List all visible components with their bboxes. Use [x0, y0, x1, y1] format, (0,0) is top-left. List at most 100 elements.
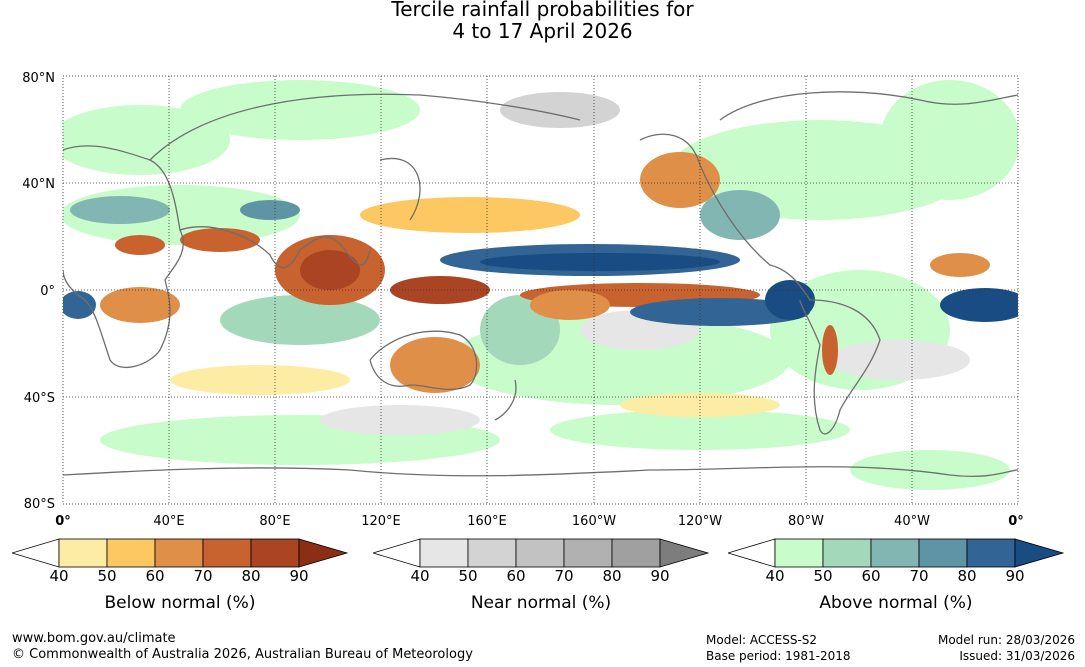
colorbar-label: 40 [410, 567, 430, 585]
field-patch [940, 288, 1018, 322]
footer-base-period: Base period: 1981-2018 [706, 649, 851, 663]
map-gridlines [63, 76, 1018, 504]
lon-tick: 160°W [572, 514, 616, 529]
colorbar-segment [154, 538, 204, 568]
legend-caption: Above normal (%) [819, 593, 973, 613]
field-patch [63, 105, 230, 175]
colorbar-label: 80 [957, 567, 977, 585]
field-patch [765, 280, 815, 320]
colorbar-left-arrow [10, 538, 60, 568]
colorbar-label: 50 [458, 567, 478, 585]
colorbar-label: 80 [241, 567, 261, 585]
colorbar-left-arrow [726, 538, 776, 568]
field-patch [530, 290, 610, 320]
colorbar-label: 90 [1005, 567, 1025, 585]
colorbar-segment [202, 538, 252, 568]
field-patch [63, 291, 96, 319]
field-patch [100, 287, 180, 323]
lat-tick: 80°S [24, 497, 55, 512]
chart-title-line2: 4 to 17 April 2026 [452, 19, 633, 43]
lat-tick: 40°N [22, 177, 55, 192]
field-patch [830, 340, 970, 380]
lon-tick: 40°E [153, 514, 184, 529]
field-patch [360, 197, 580, 233]
colorbar-above-normal [726, 538, 1065, 568]
lon-tick: 120°W [678, 514, 722, 529]
colorbar-segment [611, 538, 661, 568]
field-patch [390, 276, 490, 304]
field-patch [700, 190, 780, 240]
field-patch [630, 298, 810, 326]
lon-tick: 160°E [467, 514, 507, 529]
colorbar-segment [774, 538, 824, 568]
colorbar-label: 80 [602, 567, 622, 585]
colorbar-label: 60 [861, 567, 881, 585]
field-patch [240, 200, 300, 220]
colorbar-below-normal [10, 538, 349, 568]
field-patch [220, 295, 380, 345]
colorbar-right-arrow [298, 538, 349, 568]
lon-tick: 40°W [894, 514, 930, 529]
field-patch [180, 228, 260, 252]
field-patch [880, 80, 1018, 200]
field-patch [640, 152, 720, 208]
colorbar-right-arrow [659, 538, 710, 568]
coastlines [63, 91, 1018, 478]
legend-caption: Near normal (%) [470, 593, 612, 613]
footer-url: www.bom.gov.au/climate [12, 631, 176, 646]
field-patch [300, 250, 360, 290]
lon-tick: 120°E [361, 514, 401, 529]
chart-title-line1: Tercile rainfall probabilities for [391, 0, 694, 21]
lat-tick: 0° [40, 284, 55, 299]
colorbar-label: 40 [765, 567, 785, 585]
colorbar-segment [419, 538, 469, 568]
legend-above-normal: 40 50 60 70 80 90 Above normal (%) [726, 538, 1065, 613]
footer-model: Model: ACCESS-S2 [706, 633, 818, 647]
colorbar-label: 90 [289, 567, 309, 585]
colorbar-label: 90 [650, 567, 670, 585]
field-patch [930, 253, 990, 277]
field-patch [390, 337, 480, 393]
lon-tick: 80°E [259, 514, 290, 529]
colorbar-segment [822, 538, 872, 568]
lat-tick: 40°S [24, 391, 55, 406]
lon-tick: 0° [55, 514, 71, 529]
legend-caption: Below normal (%) [104, 593, 256, 613]
field-patch [620, 393, 780, 417]
field-patch [320, 405, 480, 435]
field-patch [180, 80, 420, 140]
colorbar-segment [58, 538, 108, 568]
colorbar-label: 60 [145, 567, 165, 585]
legend-near-normal: 40 50 60 70 80 90 Near normal (%) [371, 538, 710, 613]
footer-issued: Issued: 31/03/2026 [959, 649, 1075, 663]
colorbar-segment [563, 538, 613, 568]
field-patch [822, 325, 838, 375]
colorbar-segment [250, 538, 300, 568]
field-patch [480, 253, 720, 271]
colorbar-segment [515, 538, 565, 568]
field-patch [500, 92, 620, 128]
colorbar-label: 50 [813, 567, 833, 585]
colorbar-segment [966, 538, 1016, 568]
legend-below-normal: 40 50 60 70 80 90 Below normal (%) [10, 538, 349, 613]
field-patch [170, 365, 350, 395]
map-frame [62, 75, 1019, 505]
lon-tick: 80°W [788, 514, 824, 529]
colorbar-label: 50 [97, 567, 117, 585]
colorbar-label: 70 [554, 567, 574, 585]
colorbar-left-arrow [371, 538, 421, 568]
colorbar-right-arrow [1014, 538, 1065, 568]
colorbar-segment [870, 538, 920, 568]
field-patch [70, 196, 170, 224]
footer-model-run: Model run: 28/03/2026 [937, 633, 1075, 647]
colorbar-label: 70 [909, 567, 929, 585]
colorbar-segment [106, 538, 156, 568]
field-patch [850, 450, 1010, 490]
colorbar-label: 70 [193, 567, 213, 585]
lat-tick: 80°N [22, 71, 55, 86]
colorbar-label: 60 [506, 567, 526, 585]
field-patch [115, 235, 165, 255]
lon-tick: 0° [1008, 514, 1024, 529]
colorbar-segment [467, 538, 517, 568]
colorbar-near-normal [371, 538, 710, 568]
